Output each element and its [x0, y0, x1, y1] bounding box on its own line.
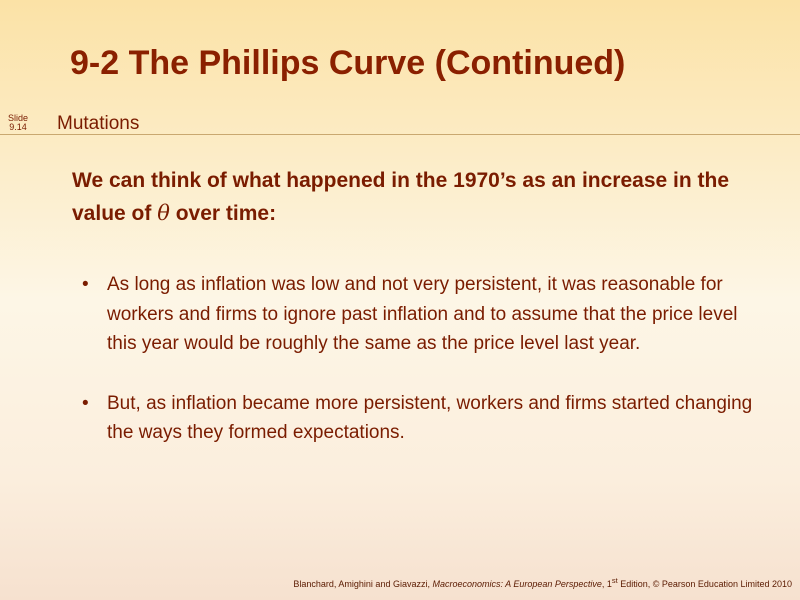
slide-title: 9-2 The Phillips Curve (Continued) — [70, 44, 626, 82]
footer-part: , 1 — [601, 579, 612, 589]
intro-part: over time: — [169, 202, 277, 225]
footer-superscript: st — [611, 576, 618, 585]
intro-part: We can think of what happened in the 197… — [72, 169, 730, 225]
slide-number: Slide 9.14 — [8, 114, 28, 132]
footer-part: Blanchard, Amighini and Giavazzi, — [293, 579, 433, 589]
section-title: Mutations — [57, 113, 140, 134]
slide-label-text: Slide — [8, 113, 29, 123]
footer: Blanchard, Amighini and Giavazzi, Macroe… — [293, 576, 792, 589]
header-band — [0, 110, 800, 135]
footer-part: Edition, © Pearson Education Limited 201… — [617, 579, 792, 589]
intro-text: We can think of what happened in the 197… — [72, 165, 772, 230]
slide-label-number: 9.14 — [9, 122, 27, 132]
theta-symbol: θ — [157, 201, 170, 225]
footer-book-title: Macroeconomics: A European Perspective — [432, 579, 602, 589]
bullet: As long as inflation was low and not ver… — [80, 270, 770, 359]
bullet: But, as inflation became more persistent… — [80, 389, 770, 448]
bullet-list: As long as inflation was low and not ver… — [80, 270, 770, 478]
